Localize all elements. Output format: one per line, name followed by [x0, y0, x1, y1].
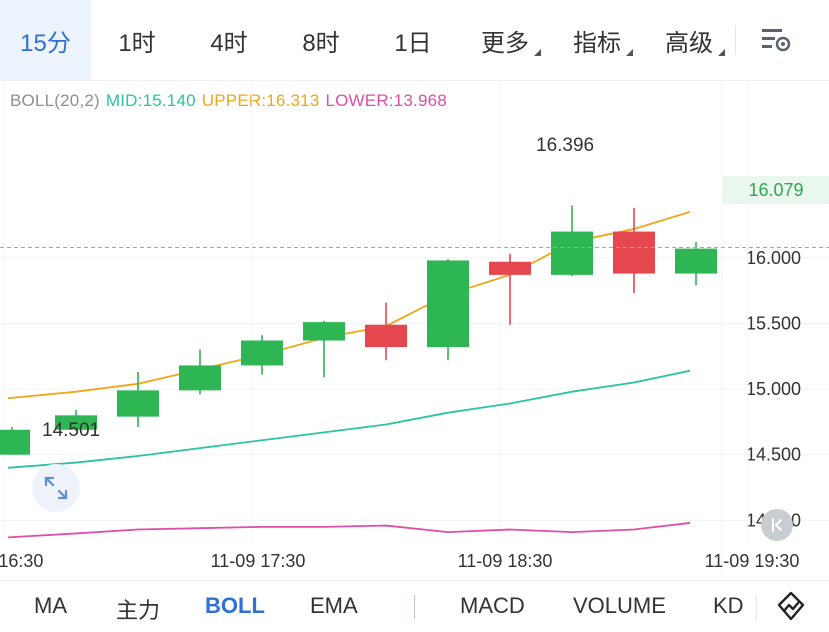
- timeframe-tabs: 15分 1时 4时 8时 1日 更多 指标 高级: [0, 0, 829, 81]
- legend-mid: MID:15.140: [105, 91, 196, 110]
- indicator-tabs: MA 主力 BOLL EMA MACD VOLUME KD: [0, 580, 829, 632]
- x-tick-label: 11-09 17:30: [211, 551, 306, 571]
- drawing-tool-icon: [777, 591, 805, 621]
- legend-indicator-name: BOLL(20,2): [10, 91, 100, 110]
- tab-15min[interactable]: 15分: [0, 0, 91, 80]
- candle-body: [675, 248, 717, 274]
- y-tick-label: 14.500: [746, 445, 801, 465]
- indicator-main-force[interactable]: 主力: [116, 598, 161, 623]
- tab-more[interactable]: 更多: [459, 0, 551, 80]
- current-price-tag: 16.079: [723, 176, 829, 204]
- candle-body: [55, 415, 97, 430]
- tab-4h[interactable]: 4时: [183, 0, 275, 80]
- x-tick-label: 11-09 18:30: [458, 551, 553, 571]
- candle-body: [613, 231, 655, 274]
- dropdown-corner-icon: [718, 49, 725, 56]
- boll-mid-line: [7, 369, 691, 469]
- boll-lower-line: [7, 522, 691, 539]
- expand-icon: [44, 476, 68, 500]
- drawing-tool-button[interactable]: [775, 590, 807, 627]
- divider: [735, 25, 736, 55]
- tab-1d[interactable]: 1日: [367, 0, 459, 80]
- indicator-ma[interactable]: MA: [34, 593, 67, 618]
- tab-1h[interactable]: 1时: [91, 0, 183, 80]
- indicator-volume[interactable]: VOLUME: [573, 593, 666, 618]
- dropdown-corner-icon: [534, 49, 541, 56]
- candle-body: [551, 231, 593, 275]
- tab-indicators[interactable]: 指标: [551, 0, 643, 80]
- tab-advanced[interactable]: 高级: [643, 0, 735, 80]
- indicator-kd[interactable]: KD: [713, 593, 744, 618]
- tab-label: 4时: [210, 29, 248, 57]
- candle-body: [303, 322, 345, 341]
- tab-8h[interactable]: 8时: [275, 0, 367, 80]
- scroll-to-start-button[interactable]: [761, 509, 793, 541]
- y-tick-label: 15.000: [746, 379, 801, 399]
- fullscreen-button[interactable]: [32, 464, 80, 512]
- legend-lower: LOWER:13.968: [325, 91, 447, 110]
- dropdown-corner-icon: [626, 49, 633, 56]
- divider: [414, 595, 415, 619]
- boll-legend: BOLL(20,2) MID:15.140 UPPER:16.313 LOWER:13…: [10, 91, 453, 111]
- candlestick-chart[interactable]: 16.00015.50015.00014.50014.00016.39614.5…: [0, 80, 829, 580]
- candle-body: [0, 429, 30, 455]
- low-price-label: 14.501: [42, 420, 100, 441]
- y-tick-label: 15.500: [746, 313, 801, 333]
- candle-body: [427, 260, 469, 348]
- current-price-label: 16.079: [748, 179, 804, 200]
- chart-settings-icon: [762, 29, 791, 52]
- x-tick-label: 11-09 16:30: [0, 551, 43, 571]
- tab-label: 1日: [394, 29, 432, 57]
- chart-settings-button[interactable]: [736, 0, 816, 80]
- tab-label: 更多: [481, 29, 529, 57]
- x-tick-label: 11-09 19:30: [705, 551, 800, 571]
- tab-label: 指标: [573, 29, 621, 57]
- indicator-boll[interactable]: BOLL: [205, 593, 265, 618]
- candle-body: [489, 261, 531, 275]
- divider: [756, 595, 757, 619]
- tab-label: 15分: [20, 29, 71, 57]
- legend-upper: UPPER:16.313: [201, 91, 320, 110]
- high-price-label: 16.396: [536, 135, 594, 156]
- tab-label: 8时: [302, 29, 340, 57]
- indicator-macd[interactable]: MACD: [460, 593, 525, 618]
- y-tick-label: 16.000: [746, 248, 801, 268]
- candle-body: [117, 390, 159, 417]
- candle-body: [179, 365, 221, 391]
- tab-label: 1时: [118, 29, 156, 57]
- indicator-ema[interactable]: EMA: [310, 593, 358, 618]
- chevron-left-icon: [772, 518, 782, 532]
- candle-body: [365, 324, 407, 348]
- candle-body: [241, 340, 283, 366]
- tab-label: 高级: [665, 29, 713, 57]
